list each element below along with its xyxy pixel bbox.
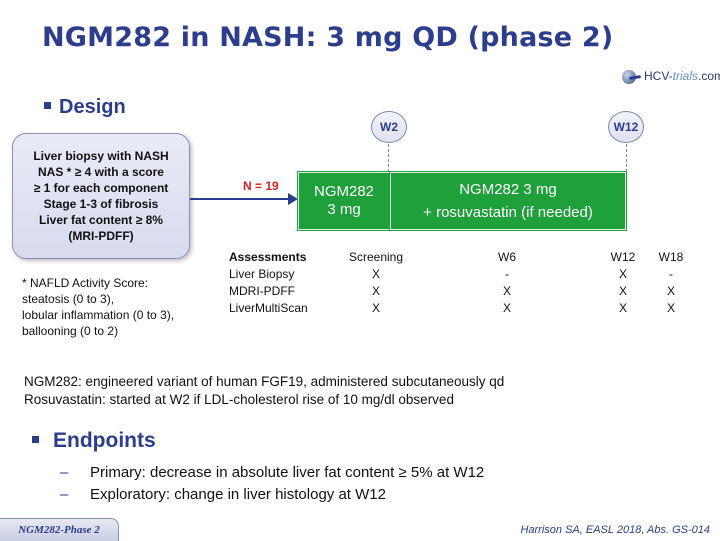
citation: Harrison SA, EASL 2018, Abs. GS-014	[520, 524, 710, 536]
criteria-line: NAS * ≥ 4 with a score	[38, 165, 164, 179]
criteria-line: ≥ 1 for each component	[33, 181, 169, 195]
table-header-cell: W6	[498, 250, 516, 264]
phase2-line: + rosuvastatin (if needed)	[423, 203, 593, 221]
criteria-line: (MRI-PDFF)	[68, 229, 134, 243]
phase1-line: NGM282	[313, 183, 375, 200]
table-cell: X	[371, 267, 380, 281]
dash-bullet-icon: –	[60, 464, 69, 481]
table-row: LiverMultiScan X X X X	[229, 300, 699, 317]
footnote-line: lobular inflammation (0 to 3),	[22, 308, 175, 322]
table-cell: MDRI-PDFF	[229, 284, 295, 298]
endpoints-heading-text: Endpoints	[53, 429, 156, 452]
slide-title: NGM282 in NASH: 3 mg QD (phase 2)	[42, 22, 614, 53]
table-cell: LiverMultiScan	[229, 301, 308, 315]
study-description: NGM282: engineered variant of human FGF1…	[24, 373, 504, 409]
table-cell: X	[502, 284, 511, 298]
square-bullet-icon	[44, 102, 51, 110]
table-cell: X	[502, 301, 511, 315]
week-12-dashed-line	[626, 144, 627, 172]
table-header-cell: Assessments	[229, 250, 307, 264]
enrollment-arrow-line	[190, 198, 292, 200]
table-row: MDRI-PDFF X X X X	[229, 283, 699, 300]
arrow-right-icon	[288, 193, 298, 205]
inclusion-criteria-box: Liver biopsy with NASH NAS * ≥ 4 with a …	[12, 133, 190, 259]
dash-bullet-icon: –	[60, 486, 69, 503]
logo-suffix: .com	[698, 69, 720, 83]
treatment-phase-2-box: NGM282 3 mg + rosuvastatin (if needed)	[389, 171, 627, 231]
design-heading: Design	[44, 96, 126, 119]
list-item: – Exploratory: change in liver histology …	[60, 484, 484, 506]
table-header-cell: Screening	[348, 250, 404, 264]
table-cell: Liver Biopsy	[229, 267, 295, 281]
table-header-cell: W18	[658, 250, 684, 264]
hcv-trials-logo: HCV-trials.com	[622, 67, 720, 89]
table-cell: X	[618, 284, 627, 298]
table-cell: X	[666, 284, 675, 298]
logo-middle: trials	[672, 69, 699, 83]
description-line: NGM282: engineered variant of human FGF1…	[24, 374, 505, 389]
list-item: – Primary: decrease in absolute liver fat…	[60, 462, 484, 484]
week-12-marker: W12	[608, 111, 644, 143]
table-cell: -	[669, 267, 673, 281]
week-2-marker: W2	[371, 111, 407, 143]
square-bullet-icon	[32, 435, 39, 443]
endpoint-text: Primary: decrease in absolute liver fat …	[90, 464, 485, 481]
table-cell: X	[618, 301, 627, 315]
endpoints-list: – Primary: decrease in absolute liver fat…	[60, 462, 484, 506]
table-row: Liver Biopsy X - X -	[229, 266, 699, 283]
table-cell: X	[371, 301, 380, 315]
sample-size-label: N = 19	[243, 179, 279, 193]
criteria-line: Liver biopsy with NASH	[33, 149, 169, 163]
phase2-line: NGM282 3 mg	[459, 180, 557, 198]
design-heading-text: Design	[59, 96, 126, 118]
week-2-dashed-line	[388, 144, 389, 172]
table-header-row: Assessments Screening W6 W12 W18	[229, 249, 699, 266]
footer-slide-tag: NGM282-Phase 2	[0, 518, 119, 541]
treatment-phase-1-box: NGM282 3 mg	[297, 171, 391, 231]
footnote-line: ballooning (0 to 2)	[22, 324, 119, 338]
endpoint-text: Exploratory: change in liver histology a…	[90, 486, 386, 503]
table-cell: -	[505, 267, 509, 281]
footnote-line: steatosis (0 to 3),	[22, 292, 115, 306]
table-header-cell: W12	[610, 250, 636, 264]
criteria-line: Stage 1-3 of fibrosis	[43, 197, 159, 211]
table-cell: X	[666, 301, 675, 315]
phase1-line: 3 mg	[327, 201, 361, 218]
globe-icon	[622, 70, 636, 84]
criteria-line: Liver fat content ≥ 8%	[39, 213, 163, 227]
table-cell: X	[371, 284, 380, 298]
nas-footnote: * NAFLD Activity Score: steatosis (0 to …	[22, 275, 174, 339]
endpoints-heading: Endpoints	[32, 429, 156, 453]
description-line: Rosuvastatin: started at W2 if LDL-chole…	[24, 392, 454, 407]
logo-prefix: HCV-	[644, 69, 673, 83]
assessments-table: Assessments Screening W6 W12 W18 Liver B…	[229, 249, 699, 317]
footnote-line: * NAFLD Activity Score:	[22, 276, 149, 290]
table-cell: X	[618, 267, 627, 281]
